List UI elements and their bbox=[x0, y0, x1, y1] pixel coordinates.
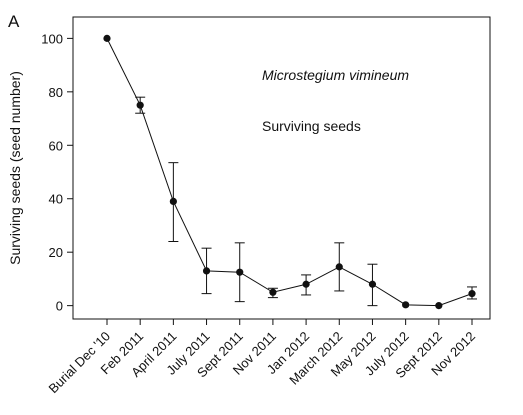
data-point bbox=[435, 302, 443, 310]
series-layer bbox=[103, 34, 477, 310]
y-tick-label: 40 bbox=[49, 192, 63, 207]
data-point bbox=[468, 290, 476, 298]
data-point bbox=[302, 280, 310, 288]
y-axis-title: Surviving seeds (seed number) bbox=[7, 71, 23, 265]
y-tick-label: 0 bbox=[56, 299, 63, 314]
annotation-species: Microstegium vimineum bbox=[262, 67, 409, 83]
data-point bbox=[202, 267, 211, 275]
y-tick-label: 60 bbox=[49, 138, 63, 153]
data-point bbox=[236, 268, 244, 276]
data-point bbox=[103, 34, 111, 42]
data-point bbox=[169, 197, 177, 206]
data-point bbox=[136, 101, 144, 109]
annotation-surviving-seeds: Surviving seeds bbox=[262, 118, 361, 134]
plot-frame bbox=[72, 16, 491, 320]
y-tick-label: 80 bbox=[49, 85, 63, 100]
series-line bbox=[106, 38, 473, 307]
y-axis: 0 20 40 60 80 100 bbox=[41, 31, 73, 314]
panel-label: A bbox=[8, 12, 20, 31]
y-tick-label: 20 bbox=[49, 245, 63, 260]
data-point bbox=[269, 288, 277, 296]
y-tick-label: 100 bbox=[41, 31, 63, 46]
data-point bbox=[402, 301, 410, 309]
data-point bbox=[335, 263, 343, 271]
data-point bbox=[368, 280, 377, 288]
